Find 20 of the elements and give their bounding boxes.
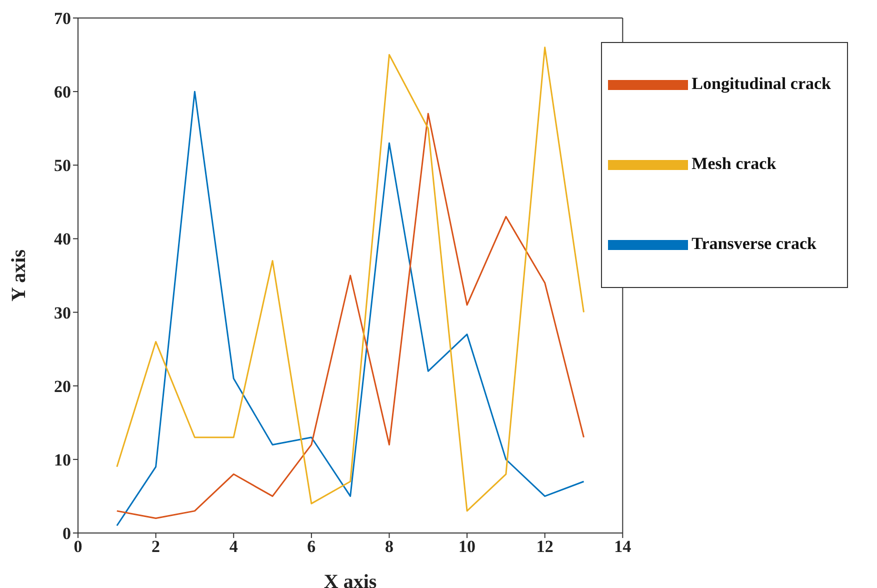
x-tick-label: 2 (152, 537, 160, 556)
y-axis-title: Y axis (8, 249, 30, 302)
y-tick-label: 30 (54, 303, 71, 322)
x-tick-label: 8 (384, 537, 394, 556)
y-tick-label: 60 (54, 82, 71, 102)
x-tick-label: 4 (229, 537, 238, 556)
y-tick-label: 10 (54, 450, 71, 470)
y-tick-label: 0 (62, 524, 71, 544)
x-tick-label: 14 (614, 537, 632, 556)
x-axis-title: X axis (324, 571, 377, 588)
y-tick-label: 20 (54, 376, 71, 396)
legend-label: Longitudinal crack (692, 74, 831, 93)
legend-label: Mesh crack (692, 154, 776, 173)
y-tick-label: 40 (54, 230, 71, 249)
legend-label: Transverse crack (692, 234, 816, 253)
y-tick-label: 70 (54, 9, 71, 28)
x-tick-label: 12 (536, 537, 554, 556)
x-tick-label: 6 (307, 537, 316, 556)
y-tick-label: 50 (54, 156, 71, 176)
x-tick-label: 10 (458, 537, 476, 556)
